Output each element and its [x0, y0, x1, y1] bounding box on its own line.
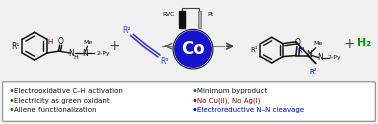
Text: R¹: R¹ [11, 42, 20, 51]
Text: Minimum byproduct: Minimum byproduct [197, 88, 267, 94]
Text: Electricity as green oxidant: Electricity as green oxidant [14, 98, 109, 104]
Text: O: O [58, 37, 64, 46]
Text: •: • [192, 96, 198, 106]
Text: RVC: RVC [163, 12, 175, 17]
Text: H: H [47, 39, 52, 45]
Text: N: N [317, 53, 323, 62]
Text: 2-Py: 2-Py [328, 55, 342, 60]
Text: •: • [9, 96, 14, 106]
Text: Allene functionalization: Allene functionalization [14, 108, 96, 113]
Text: H₂: H₂ [357, 38, 372, 48]
Text: N: N [69, 49, 74, 58]
Text: Electroreductive N–N cleavage: Electroreductive N–N cleavage [197, 108, 304, 113]
Text: Pt: Pt [207, 12, 213, 17]
Text: No Cu(II), No Ag(I): No Cu(II), No Ag(I) [197, 97, 260, 104]
Text: R²: R² [122, 26, 130, 35]
Text: •: • [192, 86, 198, 96]
Text: +: + [108, 39, 120, 53]
Text: 2-Py: 2-Py [97, 51, 110, 56]
Circle shape [174, 30, 212, 68]
Text: R³: R³ [160, 58, 168, 66]
Text: +: + [344, 37, 355, 51]
Text: •: • [9, 105, 14, 115]
Bar [198, 11, 201, 28]
Text: Electrooxidative C–H activation: Electrooxidative C–H activation [14, 88, 122, 94]
Text: R¹: R¹ [250, 47, 257, 53]
Text: Co: Co [181, 40, 205, 58]
Text: R²: R² [309, 69, 317, 75]
Bar [179, 11, 185, 28]
Text: Me: Me [313, 41, 322, 46]
FancyBboxPatch shape [3, 82, 375, 121]
Text: O: O [295, 38, 301, 47]
Text: •: • [9, 86, 14, 96]
Circle shape [173, 29, 213, 69]
Text: N: N [306, 50, 312, 59]
Text: Me: Me [84, 40, 93, 45]
Text: R³: R³ [297, 48, 305, 54]
Text: N: N [83, 49, 88, 58]
Text: H: H [73, 55, 78, 60]
Text: •: • [192, 105, 198, 115]
